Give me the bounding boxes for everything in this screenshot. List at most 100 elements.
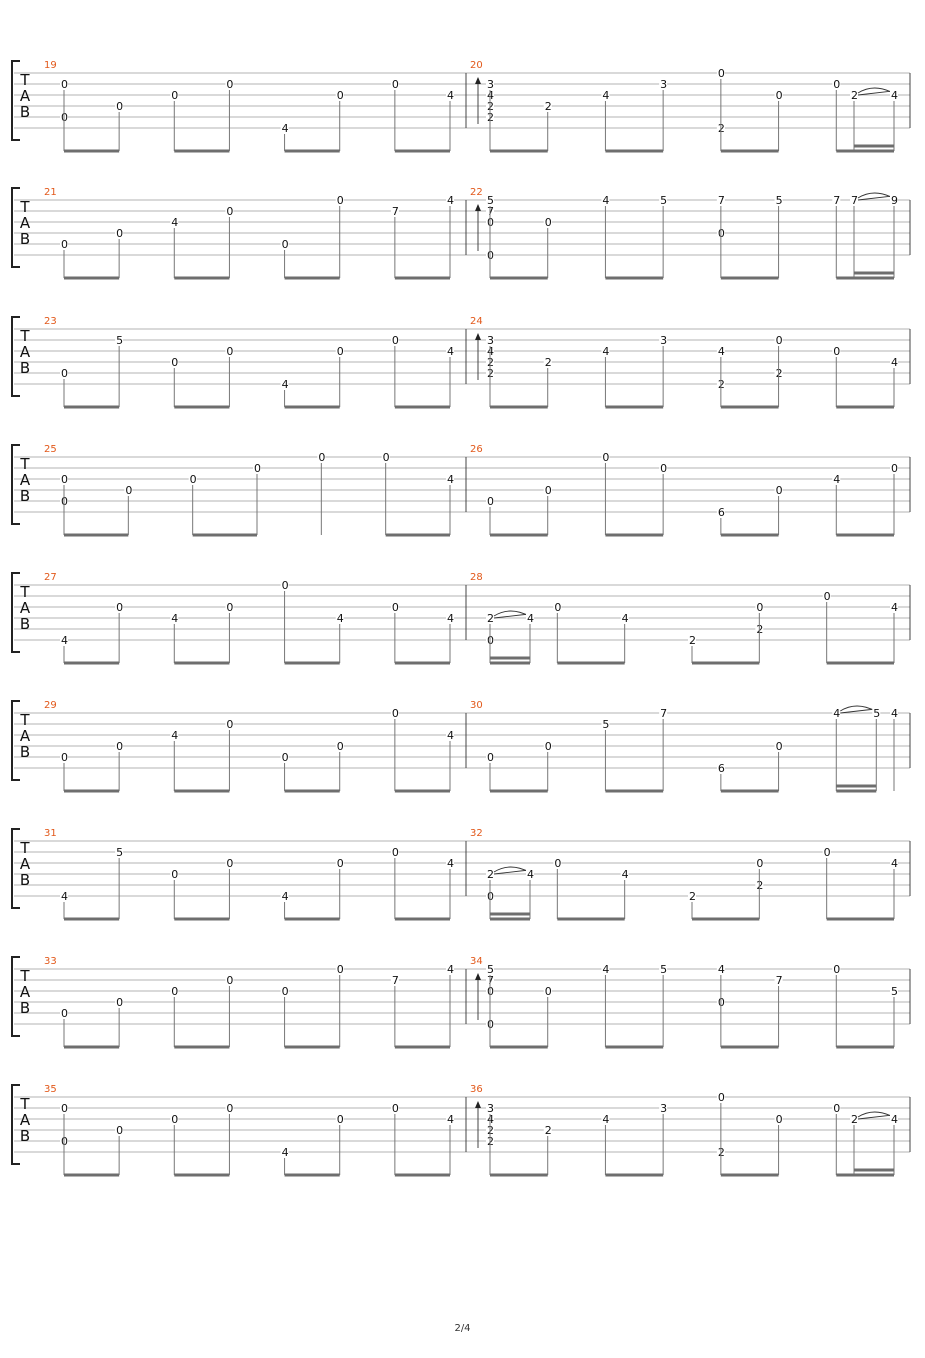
- fret-background: [486, 78, 494, 89]
- beat: 4: [601, 194, 610, 278]
- beat: 5: [890, 985, 898, 1047]
- beat: 0: [335, 1113, 344, 1175]
- measure-number: 23: [44, 316, 57, 327]
- fret-background: [543, 1124, 552, 1135]
- fret-number: 7: [718, 194, 725, 207]
- beat: 0: [225, 601, 234, 663]
- beat: 2: [543, 356, 552, 407]
- fret-number: 6: [718, 762, 725, 775]
- beat: 0: [170, 1113, 179, 1175]
- slide-line: [857, 195, 894, 201]
- fret-number: 3: [487, 1102, 494, 1115]
- system-7: TAB3145004004322040420204: [11, 828, 911, 921]
- beat: 00: [60, 1102, 68, 1175]
- tab-clef-letter: T: [19, 455, 30, 473]
- beat: 2: [688, 634, 696, 663]
- fret-number: 7: [392, 974, 399, 987]
- fret-number: 0: [171, 1113, 178, 1126]
- fret-background: [620, 612, 629, 623]
- system-2: TAB2100400074225700045705779: [11, 187, 911, 280]
- beat: 0: [390, 1102, 399, 1175]
- fret-number: 5: [487, 963, 494, 976]
- beat: 4: [526, 612, 534, 663]
- fret-background: [60, 1102, 68, 1113]
- fret-number: 5: [776, 194, 783, 207]
- fret-background: [890, 356, 898, 367]
- beat: 4: [446, 473, 454, 535]
- fret-background: [225, 718, 234, 729]
- beat: 0: [170, 89, 179, 151]
- fret-number: 0: [833, 345, 840, 358]
- beat: 3: [659, 78, 668, 151]
- fret-background: [280, 579, 289, 590]
- fret-number: 0: [171, 356, 178, 369]
- fret-number: 4: [282, 122, 289, 135]
- beat: 20: [486, 610, 530, 663]
- fret-number: 0: [226, 345, 233, 358]
- fret-background: [170, 89, 179, 100]
- fret-background: [60, 78, 68, 89]
- fret-number: 0: [602, 451, 609, 464]
- beat: 4: [890, 356, 898, 407]
- measure-number: 25: [44, 444, 57, 455]
- fret-number: 0: [226, 205, 233, 218]
- beat: 4: [620, 612, 629, 663]
- fret-background: [60, 238, 68, 249]
- fret-background: [280, 122, 289, 133]
- fret-background: [390, 846, 399, 857]
- fret-number: 4: [622, 612, 629, 625]
- beat: 0: [335, 89, 344, 151]
- fret-background: [774, 194, 783, 205]
- beat: 0: [832, 1102, 841, 1175]
- fret-number: 0: [824, 590, 831, 603]
- fret-number: 0: [190, 473, 197, 486]
- fret-number: 5: [891, 985, 898, 998]
- fret-background: [225, 1102, 234, 1113]
- fret-background: [659, 462, 668, 473]
- fret-background: [601, 718, 610, 729]
- fret-number: 4: [891, 356, 898, 369]
- fret-number: 0: [116, 100, 123, 113]
- fret-background: [755, 601, 764, 612]
- beat: 4: [280, 890, 289, 919]
- fret-background: [60, 890, 68, 901]
- beat: 4: [446, 89, 454, 151]
- beat: 3: [659, 334, 668, 407]
- fret-background: [716, 762, 725, 773]
- beat: 0: [390, 846, 399, 919]
- beat: 4: [601, 345, 610, 407]
- fret-number: 4: [447, 612, 454, 625]
- fret-background: [280, 985, 289, 996]
- fret-number: 4: [282, 378, 289, 391]
- measure-29: 29 0 0 4 0 0 0 0 4: [44, 700, 454, 793]
- fret-number: 3: [660, 78, 667, 91]
- measure-32: 322040420204: [470, 828, 898, 921]
- fret-number: 7: [833, 194, 840, 207]
- beat: 4: [832, 705, 876, 791]
- beat: 0: [115, 100, 124, 151]
- slur-arc: [493, 610, 530, 617]
- fret-background: [446, 963, 454, 974]
- system-bracket: [11, 1084, 20, 1165]
- beat: 3422: [475, 333, 494, 407]
- fret-number: 4: [891, 857, 898, 870]
- fret-number: 0: [171, 89, 178, 102]
- beat: 3422: [475, 77, 494, 151]
- measure-number: 20: [470, 60, 483, 71]
- beat: 0: [253, 462, 261, 535]
- fret-background: [60, 473, 68, 484]
- fret-background: [543, 484, 552, 495]
- beat: 0: [60, 751, 68, 791]
- beat: 0: [280, 985, 289, 1047]
- measure-number: 34: [470, 956, 483, 967]
- beat: 7: [832, 194, 841, 278]
- fret-background: [280, 378, 289, 389]
- fret-background: [280, 751, 289, 762]
- fret-background: [890, 462, 898, 473]
- beat: 9: [890, 194, 898, 278]
- fret-number: 0: [116, 996, 123, 1009]
- fret-number: 0: [61, 1007, 68, 1020]
- fret-number: 0: [392, 707, 399, 720]
- fret-number: 0: [337, 1113, 344, 1126]
- strum-arrow-head: [475, 973, 481, 980]
